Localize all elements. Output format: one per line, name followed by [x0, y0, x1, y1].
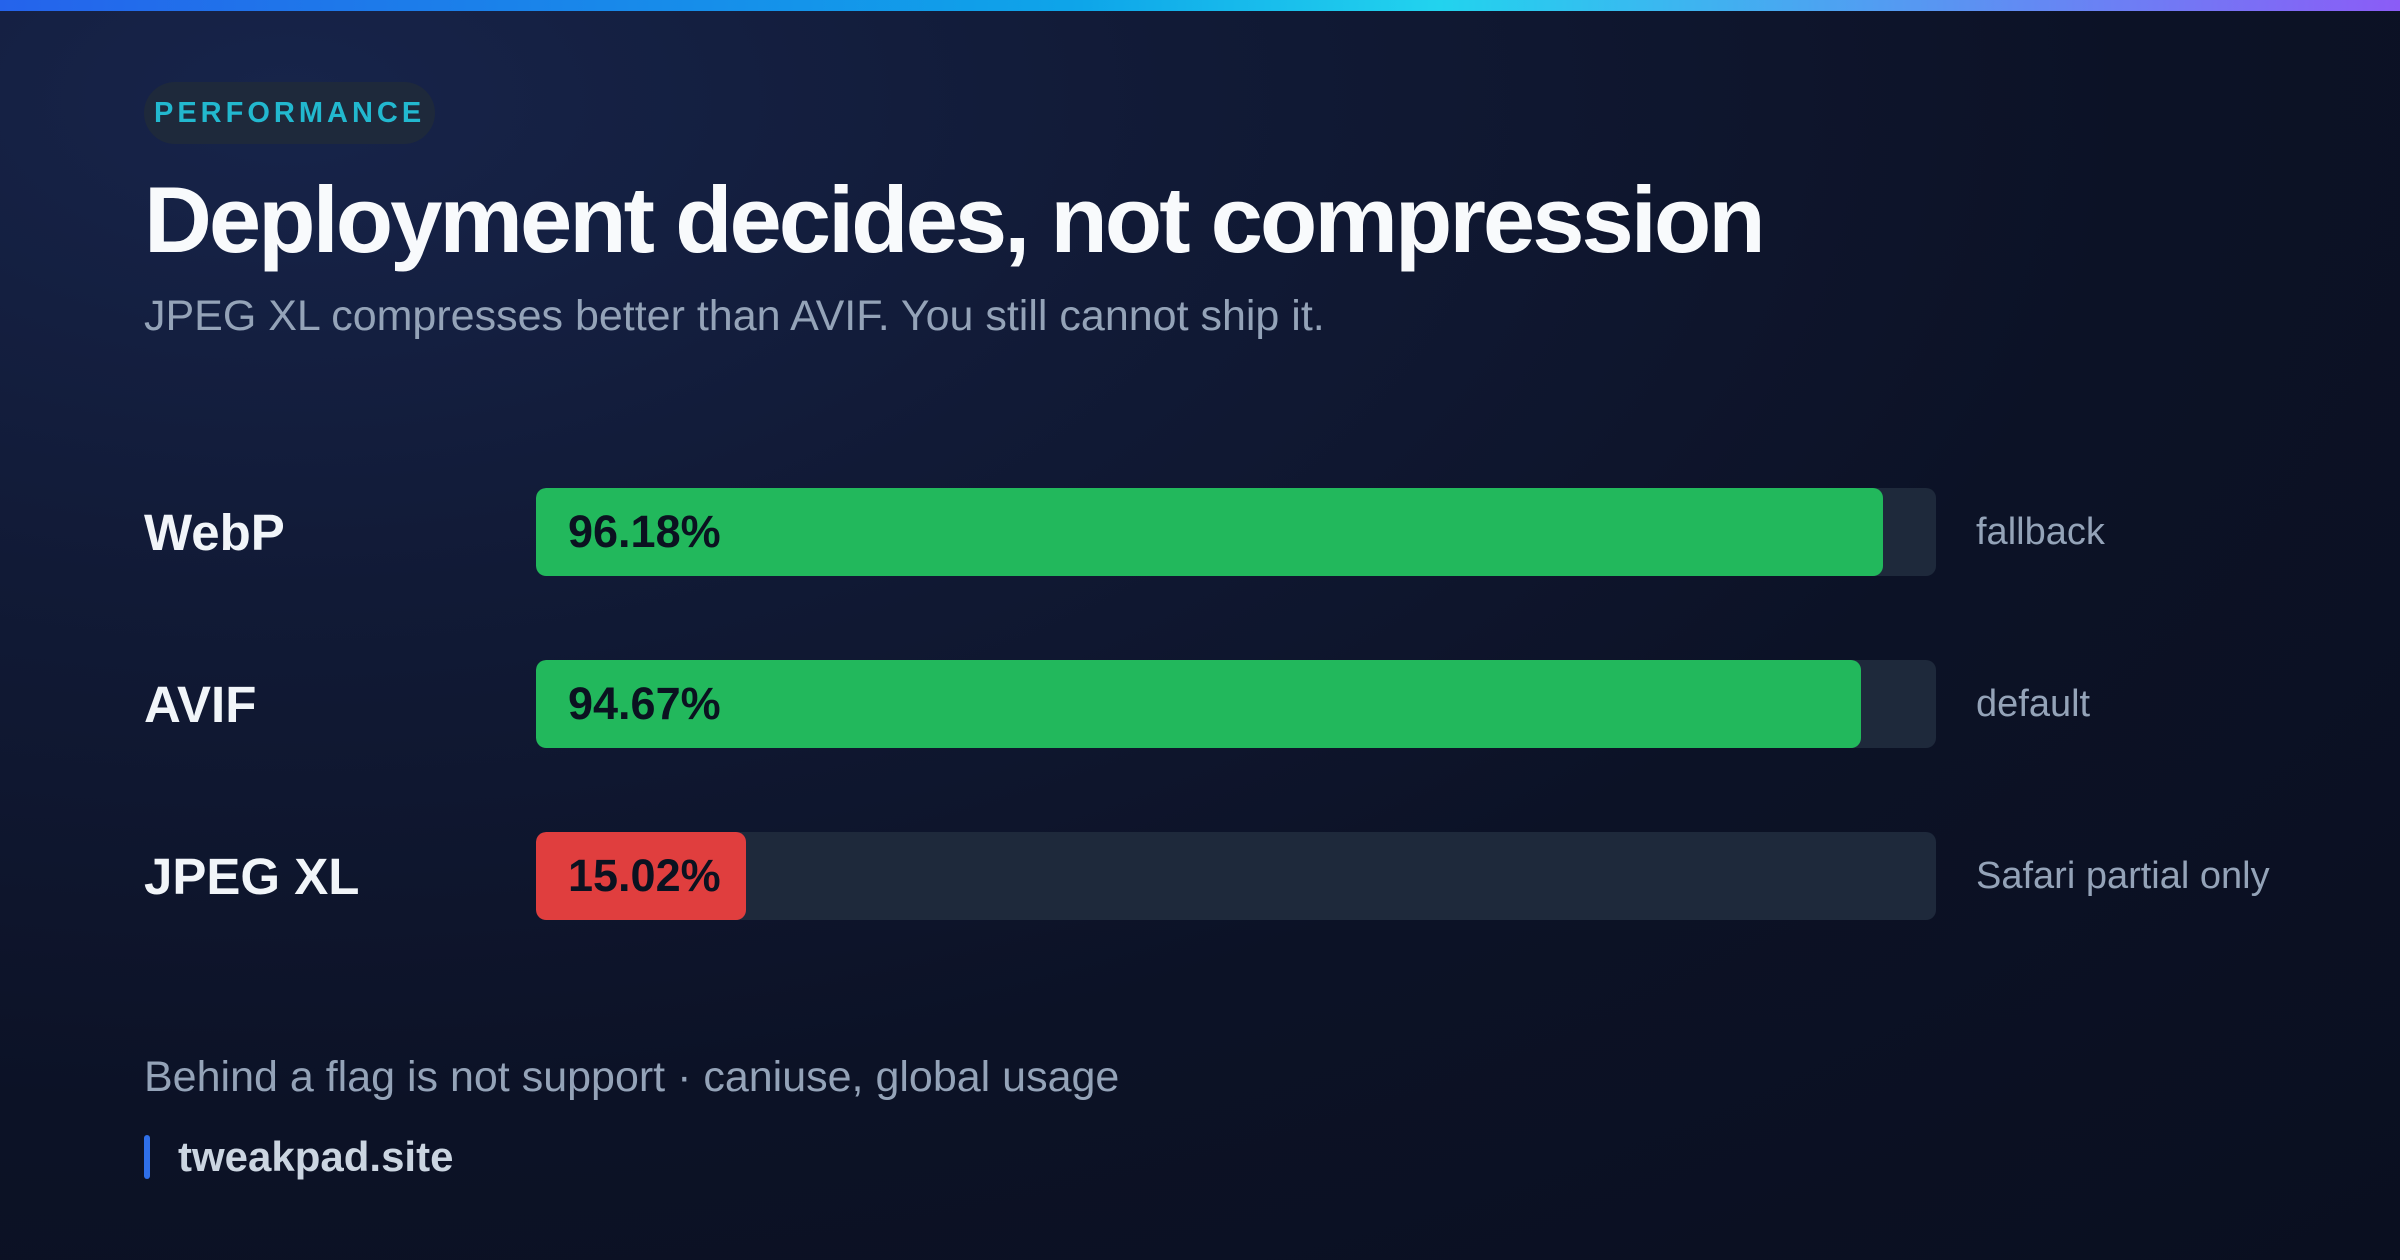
brand: tweakpad.site [144, 1133, 454, 1180]
bar-category-label: JPEG XL [144, 847, 360, 905]
bar-track: 15.02% [536, 832, 1936, 920]
bar-track: 94.67% [536, 660, 1936, 748]
category-badge-label: PERFORMANCE [154, 96, 426, 129]
bar: 96.18% [536, 488, 1883, 576]
bar-note: fallback [1976, 510, 2105, 553]
page-subtitle: JPEG XL compresses better than AVIF. You… [144, 292, 1325, 340]
top-accent-strip [0, 0, 2400, 11]
page-title: Deployment decides, not compression [144, 167, 1766, 272]
bar: 94.67% [536, 660, 1861, 748]
brand-name: tweakpad.site [178, 1133, 454, 1180]
bar-note: Safari partial only [1976, 854, 2270, 897]
brand-accent-bar [144, 1135, 150, 1179]
bar-value-label: 96.18% [568, 506, 721, 557]
bar-category-label: WebP [144, 503, 285, 561]
bar-value-label: 15.02% [568, 850, 721, 901]
bar-value-label: 94.67% [568, 678, 721, 729]
footnote: Behind a flag is not support · caniuse, … [144, 1053, 1120, 1101]
bar-category-label: AVIF [144, 675, 257, 733]
bar-track: 96.18% [536, 488, 1936, 576]
bar-note: default [1976, 682, 2091, 725]
category-badge: PERFORMANCE [144, 82, 436, 144]
bar: 15.02% [536, 832, 746, 920]
